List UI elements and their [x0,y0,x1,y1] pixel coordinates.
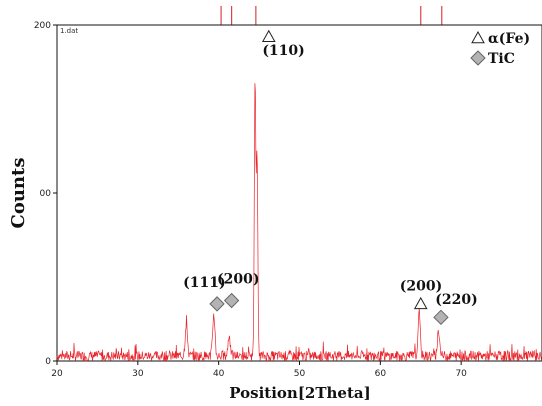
x-tick-label-3: 50 [294,369,306,379]
triangle-marker-0 [261,29,276,43]
diamond-marker-4 [433,309,449,326]
x-tick-label-0: 20 [51,369,63,379]
x-tick-label-1: 30 [132,369,144,379]
x-axis-ticks: 20 30 40 50 60 70 [51,361,467,379]
diamond-marker-2 [223,292,240,309]
legend-marker-0 [471,30,485,44]
peak-label-1: (111) [183,275,225,291]
legend-label-1: TiC [488,51,515,67]
y-tick-label-0: 0 [45,357,51,367]
peak-label-0: (110) [262,43,304,59]
diamond-marker-1 [209,296,225,312]
y-tick-label-2: 200 [34,21,51,31]
x-tick-label-2: 40 [213,369,225,379]
x-axis-label: Position[2Theta] [229,384,370,402]
x-tick-label-5: 70 [455,369,467,379]
peak-label-3: (200) [400,278,442,294]
peak-label-4: (220) [435,292,477,308]
legend: α(Fe) TiC [470,30,530,67]
peak-label-2: (200) [217,272,259,288]
peak-annotations: (110)(111)(200) (200)(220) [183,29,478,326]
y-axis-label: Counts [8,158,29,229]
plot-frame [56,24,542,362]
legend-label-0: α(Fe) [488,31,530,47]
legend-marker-1 [470,50,486,66]
file-label: 1.dat [60,27,78,35]
triangle-marker-3 [413,296,428,310]
reference-markers [220,6,443,25]
diffraction-trace [56,83,542,363]
y-tick-label-1: 00 [40,189,52,199]
x-tick-label-4: 60 [375,369,387,379]
